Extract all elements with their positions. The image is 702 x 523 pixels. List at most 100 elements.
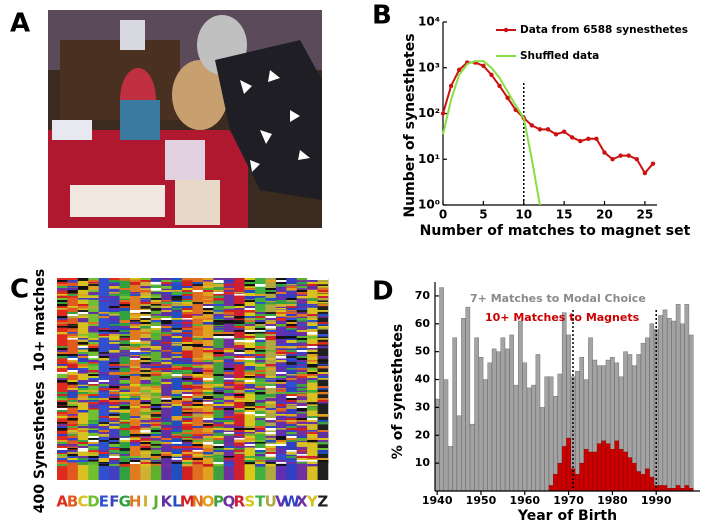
heatmap-cell — [317, 338, 329, 340]
heatmap-cell — [98, 424, 110, 427]
heatmap-cell — [192, 290, 204, 292]
heatmap-cell — [255, 408, 266, 411]
heatmap-cell — [67, 380, 79, 383]
heatmap-cell — [234, 448, 245, 450]
heatmap-cell — [57, 298, 68, 301]
bar — [483, 379, 488, 492]
heatmap-cell — [202, 418, 214, 420]
heatmap-cell — [286, 326, 298, 329]
bar — [649, 323, 655, 492]
heatmap-cell — [161, 362, 172, 365]
heatmap-cell — [150, 368, 162, 371]
heatmap-cell — [182, 448, 193, 451]
heatmap-cell — [223, 402, 235, 405]
heatmap-cell — [275, 280, 287, 282]
heatmap-cell — [182, 412, 193, 414]
heatmap-cell — [88, 306, 99, 309]
heatmap-cell — [67, 358, 79, 361]
heatmap-cell — [88, 438, 99, 440]
bar — [645, 468, 650, 492]
heatmap-cell — [307, 360, 318, 362]
heatmap-cell — [223, 364, 235, 366]
heatmap-cell — [244, 400, 256, 402]
heatmap-cell — [119, 350, 131, 352]
heatmap-cell — [244, 280, 256, 283]
heatmap-cell — [161, 328, 172, 330]
heatmap-cell — [161, 280, 172, 283]
heatmap-cell — [213, 332, 225, 334]
heatmap-cell — [255, 464, 266, 467]
heatmap-cell — [296, 282, 308, 285]
heatmap-cell — [150, 346, 162, 349]
heatmap-cell — [255, 332, 266, 334]
heatmap-cell — [161, 426, 172, 428]
heatmap-cell — [255, 346, 266, 349]
bar — [583, 449, 589, 492]
heatmap-cell — [150, 298, 162, 301]
heatmap-cell — [88, 436, 99, 439]
heatmap-column — [244, 278, 256, 480]
heatmap-cell — [129, 384, 141, 387]
heatmap-cell — [223, 458, 235, 460]
heatmap-cell — [109, 294, 120, 297]
heatmap-cell — [150, 364, 162, 366]
heatmap-cell — [129, 406, 141, 408]
heatmap-cell — [140, 306, 152, 309]
letter: L — [172, 493, 182, 511]
heatmap-cell — [275, 324, 287, 327]
heatmap-cell — [140, 348, 152, 351]
heatmap-cell — [296, 320, 308, 322]
heatmap-cell — [202, 416, 214, 418]
heatmap-cell — [192, 374, 204, 377]
heatmap-cell — [265, 452, 277, 455]
heatmap-cell — [109, 416, 120, 419]
heatmap-cell — [171, 338, 183, 341]
heatmap-cell — [129, 356, 141, 358]
heatmap-cell — [213, 350, 225, 353]
point — [497, 83, 502, 89]
heatmap-cell — [119, 448, 131, 451]
heatmap-cell — [140, 322, 152, 325]
heatmap-cell — [182, 308, 193, 310]
heatmap-cell — [119, 386, 131, 389]
bar — [469, 423, 475, 492]
heatmap-cell — [161, 458, 172, 460]
heatmap-cell — [286, 400, 298, 403]
heatmap-cell — [119, 284, 131, 287]
heatmap-cell — [244, 368, 256, 371]
heatmap-cell — [286, 304, 298, 307]
heatmap-cell — [171, 336, 183, 339]
heatmap-cell — [57, 304, 68, 307]
heatmap-cell — [244, 402, 256, 404]
heatmap-cell — [98, 312, 110, 314]
heatmap-cell — [192, 380, 204, 383]
heatmap-cell — [98, 450, 110, 453]
heatmap-cell — [213, 404, 225, 407]
heatmap-cell — [57, 422, 68, 424]
heatmap-cell — [244, 288, 256, 290]
heatmap-cell — [150, 342, 162, 345]
heatmap-cell — [213, 464, 225, 467]
heatmap-cell — [161, 322, 172, 324]
heatmap-cell — [57, 394, 68, 396]
heatmap-cell — [307, 352, 318, 355]
heatmap-cell — [109, 332, 120, 335]
heatmap-cell — [202, 378, 214, 381]
heatmap-column — [129, 278, 141, 480]
heatmap-cell — [129, 316, 141, 319]
heatmap-cell — [317, 314, 329, 317]
heatmap-cell — [296, 348, 308, 351]
heatmap-cell — [57, 316, 68, 319]
heatmap-cell — [171, 372, 183, 374]
heatmap-cell — [182, 302, 193, 305]
heatmap-cell — [67, 372, 79, 375]
bar — [601, 440, 606, 492]
heatmap-cell — [244, 324, 256, 327]
heatmap-cell — [317, 376, 329, 379]
point — [650, 161, 656, 166]
heatmap-cell — [223, 346, 235, 349]
bar — [553, 474, 558, 492]
heatmap-cell — [244, 380, 256, 382]
heatmap-cell — [109, 330, 120, 333]
heatmap-cell — [57, 428, 68, 431]
